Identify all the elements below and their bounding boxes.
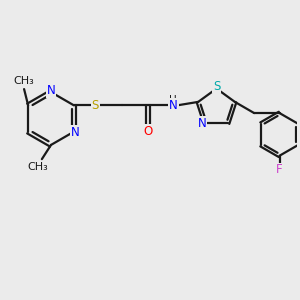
Text: N: N xyxy=(169,99,178,112)
Text: H: H xyxy=(169,95,177,105)
Text: F: F xyxy=(276,164,283,176)
Text: S: S xyxy=(213,80,220,92)
Text: N: N xyxy=(46,84,56,97)
Text: O: O xyxy=(143,125,153,138)
Text: CH₃: CH₃ xyxy=(14,76,34,86)
Text: CH₃: CH₃ xyxy=(27,162,48,172)
Text: N: N xyxy=(70,126,79,139)
Text: N: N xyxy=(198,117,206,130)
Text: S: S xyxy=(92,99,99,112)
